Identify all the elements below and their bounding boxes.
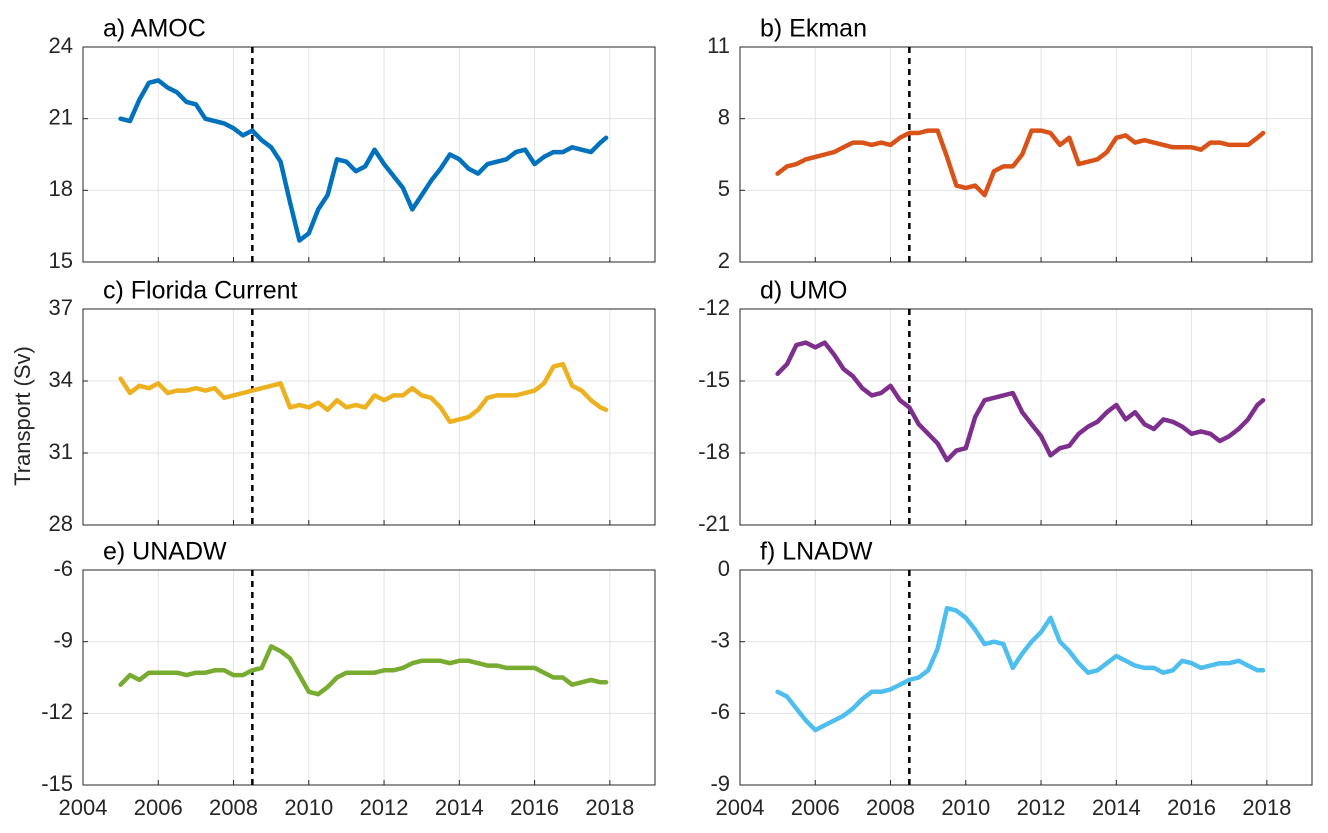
y-tick-label: 5	[718, 176, 730, 201]
y-tick-label: 34	[49, 367, 73, 392]
data-line	[118, 361, 609, 425]
y-tick-label: 18	[49, 176, 73, 201]
y-tick-label: -9	[710, 771, 730, 796]
axes-box	[82, 46, 656, 263]
y-tick-label: 37	[49, 295, 73, 320]
data-line	[118, 644, 609, 697]
y-tick-label: 0	[718, 556, 730, 581]
x-tick-label: 2010	[284, 795, 333, 820]
y-tick-label: 8	[718, 104, 730, 129]
axes-box	[739, 46, 1313, 263]
panel-title: f) LNADW	[760, 538, 873, 566]
axes-box	[739, 569, 1313, 786]
y-tick-label: -18	[698, 439, 730, 464]
y-tick-label: -12	[698, 295, 730, 320]
y-tick-label: -21	[698, 511, 730, 536]
axes-box	[739, 308, 1313, 526]
panel-title: e) UNADW	[103, 538, 227, 566]
x-tick-label: 2004	[716, 795, 765, 820]
data-line	[118, 78, 609, 243]
y-tick-label: -9	[53, 627, 73, 652]
x-tick-label: 2010	[941, 795, 990, 820]
y-tick-label: 24	[49, 33, 73, 58]
x-tick-label: 2012	[360, 795, 409, 820]
y-tick-label: -6	[710, 699, 730, 724]
y-tick-label: 28	[49, 511, 73, 536]
y-tick-label: 2	[718, 248, 730, 273]
panel-title: d) UMO	[760, 277, 848, 305]
data-line	[775, 128, 1266, 198]
panel-title: c) Florida Current	[103, 277, 298, 305]
x-tick-label: 2008	[866, 795, 915, 820]
x-tick-label: 2012	[1017, 795, 1066, 820]
y-tick-label: 15	[49, 248, 73, 273]
x-tick-label: 2014	[1092, 795, 1141, 820]
y-tick-label: 31	[49, 439, 73, 464]
x-tick-label: 2016	[510, 795, 559, 820]
y-tick-label: -3	[710, 627, 730, 652]
panel-title: a) AMOC	[103, 15, 206, 43]
panel-title: b) Ekman	[760, 15, 867, 43]
y-tick-label: -15	[698, 367, 730, 392]
x-tick-label: 2008	[209, 795, 258, 820]
data-line	[775, 340, 1266, 463]
x-tick-label: 2018	[1242, 795, 1291, 820]
x-tick-label: 2006	[134, 795, 183, 820]
x-tick-label: 2016	[1167, 795, 1216, 820]
y-tick-label: -12	[41, 699, 73, 724]
data-line	[775, 605, 1266, 733]
axes-box	[82, 308, 656, 526]
x-tick-label: 2014	[435, 795, 484, 820]
y-tick-label: 21	[49, 104, 73, 129]
x-tick-label: 2006	[791, 795, 840, 820]
y-tick-label: -6	[53, 556, 73, 581]
y-tick-label: 11	[707, 33, 730, 58]
x-tick-label: 2018	[585, 795, 634, 820]
y-axis-label: Transport (Sv)	[10, 346, 35, 486]
axes-box	[82, 569, 656, 786]
x-tick-label: 2004	[59, 795, 108, 820]
y-tick-label: -15	[41, 771, 73, 796]
